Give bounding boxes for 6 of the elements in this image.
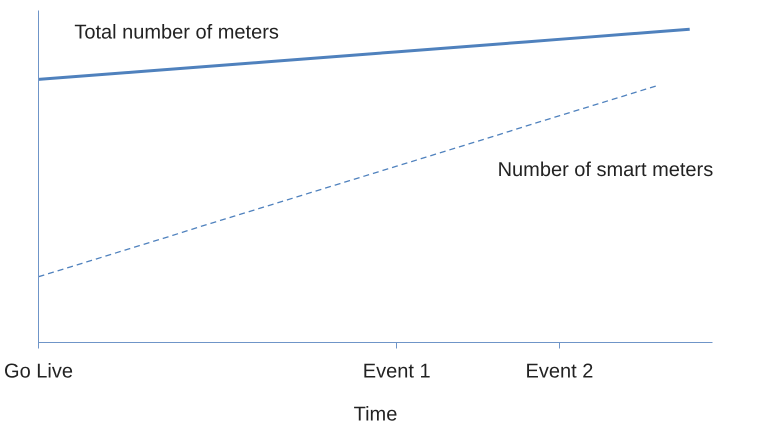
x-tick-label: Go Live bbox=[4, 360, 73, 382]
series-label: Number of smart meters bbox=[498, 159, 714, 182]
x-tick-label: Event 1 bbox=[362, 360, 431, 382]
series-label: Total number of meters bbox=[74, 21, 279, 44]
x-axis-title: Time bbox=[354, 404, 398, 426]
x-tick-label: Event 2 bbox=[526, 360, 594, 382]
